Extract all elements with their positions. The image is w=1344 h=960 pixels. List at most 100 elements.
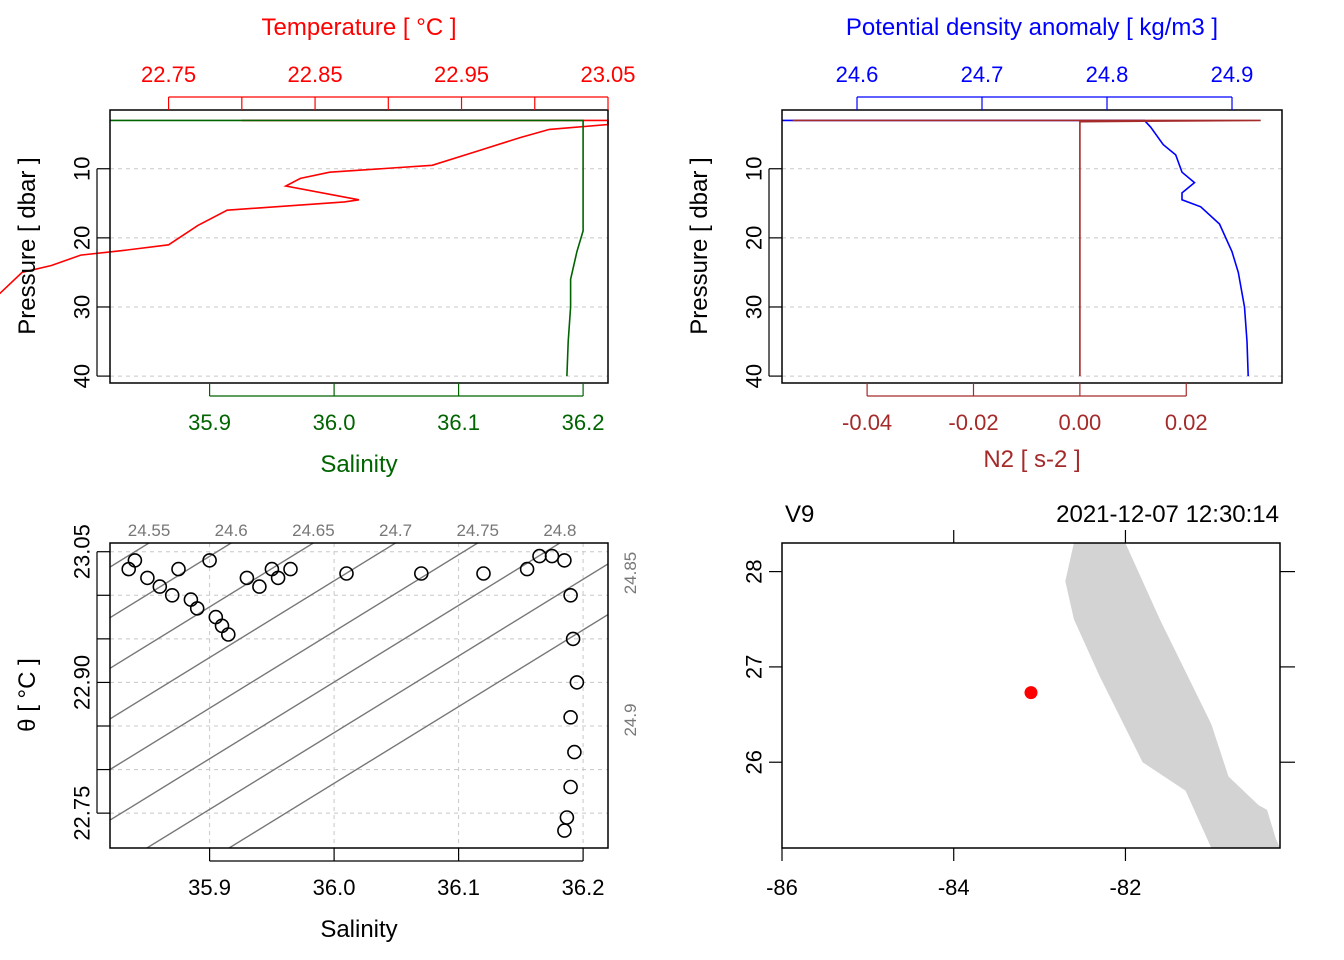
ts-point <box>519 561 535 577</box>
density-tick-label: 24.9 <box>1211 62 1254 87</box>
temperature-tick-label: 23.05 <box>580 62 635 87</box>
panel1-series <box>0 119 609 377</box>
temperature-axis-title: Temperature [ °C ] <box>262 14 457 41</box>
panel-map: -86 -84 -82 26 27 28 V9 2021-12-07 12:30:14 <box>742 501 1295 900</box>
pressure-tick-label: 10 <box>70 157 95 181</box>
salinity-tick-label: 35.9 <box>188 410 231 435</box>
ts-point <box>208 609 224 625</box>
n2-axis: -0.04 -0.02 0.00 0.02 <box>842 383 1208 435</box>
isopycnal-labels: 24.55 24.6 24.65 24.7 24.75 24.8 24.85 24.9 <box>128 521 640 737</box>
temperature-axis: 22.75 22.85 22.95 23.05 <box>141 62 636 110</box>
ts-xlabel: Salinity <box>320 916 397 943</box>
ts-point <box>544 548 560 564</box>
pressure-axis-title-2: Pressure [ dbar ] <box>686 157 713 334</box>
ts-theta-tick-label: 22.75 <box>70 786 95 841</box>
ts-point <box>569 675 585 690</box>
density-tick-label: 24.6 <box>836 62 879 87</box>
ts-point <box>189 601 205 616</box>
panel3-grid <box>110 543 608 848</box>
station-time: 2021-12-07 12:30:14 <box>1056 501 1279 528</box>
ts-salinity-tick-label: 36.2 <box>562 875 605 900</box>
pressure-tick-label: 20 <box>742 226 767 250</box>
lon-tick-label: -86 <box>766 875 798 900</box>
lat-tick-label: 28 <box>742 559 767 583</box>
lon-tick-label: -84 <box>938 875 970 900</box>
density-line <box>782 119 1249 377</box>
map-axes: -86 -84 -82 26 27 28 <box>742 530 1295 900</box>
ts-point <box>239 570 255 586</box>
ts-point <box>140 570 155 586</box>
ts-ylabel: θ [ °C ] <box>14 658 41 732</box>
ts-point <box>557 823 572 838</box>
n2-line <box>792 119 1261 377</box>
ts-point <box>121 561 136 577</box>
isopycnal-label: 24.6 <box>215 521 248 540</box>
station-name: V9 <box>785 501 814 528</box>
salinity-axis-title: Salinity <box>320 451 397 478</box>
n2-axis-title: N2 [ s-2 ] <box>983 446 1080 473</box>
n2-tick-label: 0.02 <box>1165 410 1208 435</box>
ts-point <box>413 566 429 581</box>
ts-salinity-tick-label: 36.0 <box>313 875 356 900</box>
panel-ts-diagram: 24.55 24.6 24.65 24.7 24.75 24.8 24.85 24.9 35.… <box>14 521 640 943</box>
lat-tick-label: 27 <box>742 655 767 679</box>
ts-point <box>171 561 186 577</box>
land-polygon <box>1065 543 1280 848</box>
pressure-tick-label: 40 <box>742 364 767 388</box>
pressure-tick-label: 30 <box>70 295 95 319</box>
land <box>1065 543 1280 848</box>
panel2-frame <box>781 109 1283 384</box>
pressure-tick-label: 10 <box>742 157 767 181</box>
salinity-tick-label: 36.2 <box>562 410 605 435</box>
density-axis-title: Potential density anomaly [ kg/m3 ] <box>846 14 1218 41</box>
ts-point <box>476 566 491 581</box>
ts-theta-tick-label: 23.05 <box>70 524 95 579</box>
isopycnal-label: 24.8 <box>543 521 576 540</box>
isopycnal-label: 24.75 <box>456 521 499 540</box>
pressure-tick-label: 30 <box>742 295 767 319</box>
lat-tick-label: 26 <box>742 750 767 774</box>
panel-ts-profile: 22.75 22.85 22.95 23.05 35.9 36.0 36.1 36.2 10… <box>0 14 636 478</box>
ts-point <box>563 779 578 795</box>
ts-point <box>202 553 217 568</box>
pressure-axis: 10 20 30 40 <box>70 157 110 388</box>
ts-point <box>252 579 267 594</box>
temperature-tick-label: 22.75 <box>141 62 196 87</box>
salinity-axis: 35.9 36.0 36.1 36.2 <box>188 383 605 435</box>
density-axis: 24.6 24.7 24.8 24.9 <box>836 62 1254 110</box>
isopycnal-label: 24.65 <box>292 521 335 540</box>
isopycnal-line <box>227 613 608 848</box>
ts-point <box>214 618 230 634</box>
isopycnal-line <box>110 543 480 771</box>
salinity-line <box>110 119 584 377</box>
ts-theta-axis: 22.75 22.90 23.05 <box>70 524 110 841</box>
isopycnal-label: 24.85 <box>621 552 640 595</box>
panel4-frame <box>781 542 1281 849</box>
isopycnal-line <box>110 543 397 720</box>
ts-point <box>339 566 354 581</box>
isopycnals <box>110 543 608 848</box>
ts-point <box>221 627 236 642</box>
n2-tick-label: 0.00 <box>1058 410 1101 435</box>
ts-point <box>567 744 582 760</box>
ts-point <box>152 579 168 594</box>
ts-point <box>164 587 180 603</box>
ts-salinity-tick-label: 35.9 <box>188 875 231 900</box>
ts-point <box>563 709 578 725</box>
pressure-axis-2: 10 20 30 40 <box>742 157 782 388</box>
isopycnal-label: 24.55 <box>128 521 171 540</box>
density-tick-label: 24.7 <box>961 62 1004 87</box>
ts-point <box>283 561 298 577</box>
isopycnal-line <box>110 543 315 670</box>
isopycnal-line <box>110 543 151 568</box>
panel-density-profile: 24.6 24.7 24.8 24.9 -0.04 -0.02 0.00 0.02 10 20… <box>686 14 1283 473</box>
ts-point <box>563 587 578 603</box>
ts-points <box>121 548 585 838</box>
pressure-tick-label: 20 <box>70 226 95 250</box>
panel2-series <box>782 119 1261 377</box>
panel3-frame <box>109 542 609 849</box>
panel1-frame <box>109 109 609 384</box>
panel2-grid <box>782 168 1282 377</box>
ts-theta-tick-label: 22.90 <box>70 655 95 710</box>
